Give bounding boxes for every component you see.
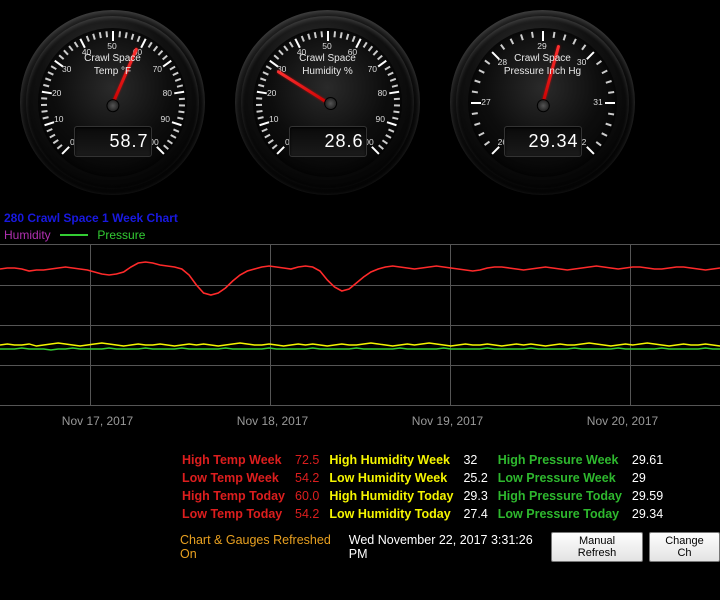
stats-table: High Temp Week72.5High Humidity Week32Hi… [180, 450, 673, 524]
stat-pres-value: 29.59 [632, 488, 671, 504]
change-chart-button[interactable]: Change Ch [649, 532, 720, 562]
legend-pressure-label: Pressure [97, 228, 145, 242]
gauge-temp: 0102030405060708090100 Crawl Space Temp … [20, 10, 205, 195]
stat-hum-label: High Humidity Today [329, 488, 461, 504]
stat-pres-value: 29.61 [632, 452, 671, 468]
manual-refresh-button[interactable]: Manual Refresh [551, 532, 643, 562]
week-chart [0, 244, 720, 406]
stat-hum-value: 29.3 [463, 488, 495, 504]
stat-pres-label: High Pressure Week [498, 452, 630, 468]
stat-temp-value: 72.5 [295, 452, 327, 468]
gauge-humidity-readout: 28.6 [289, 126, 367, 157]
stat-pres-value: 29.34 [632, 506, 671, 522]
gauge-temp-title: Crawl Space Temp °F [20, 52, 205, 78]
gauge-humidity: 0102030405060708090100 Crawl Space Humid… [235, 10, 420, 195]
stat-temp-value: 60.0 [295, 488, 327, 504]
refresh-time: Wed November 22, 2017 3:31:26 PM [349, 533, 545, 561]
stat-hum-label: High Humidity Week [329, 452, 461, 468]
stat-hum-label: Low Humidity Week [329, 470, 461, 486]
refresh-row: Chart & Gauges Refreshed On Wed November… [180, 532, 720, 562]
gauge-pressure-title: Crawl Space Pressure Inch Hg [450, 52, 635, 78]
gauge-temp-readout: 58.7 [74, 126, 152, 157]
stat-temp-value: 54.2 [295, 470, 327, 486]
refresh-label: Chart & Gauges Refreshed On [180, 533, 343, 561]
stat-temp-label: High Temp Today [182, 488, 293, 504]
gauge-row: 0102030405060708090100 Crawl Space Temp … [0, 0, 720, 205]
stat-hum-value: 25.2 [463, 470, 495, 486]
stat-pres-value: 29 [632, 470, 671, 486]
stat-hum-value: 32 [463, 452, 495, 468]
stat-hum-label: Low Humidity Today [329, 506, 461, 522]
legend-pressure-swatch [60, 234, 88, 236]
gauge-pressure-readout: 29.34 [504, 126, 582, 157]
stat-hum-value: 27.4 [463, 506, 495, 522]
stat-temp-label: Low Temp Today [182, 506, 293, 522]
gauge-pressure: 26272829303132 Crawl Space Pressure Inch… [450, 10, 635, 195]
chart-title: 280 Crawl Space 1 Week Chart [4, 211, 720, 225]
stat-temp-label: High Temp Week [182, 452, 293, 468]
stat-pres-label: Low Pressure Today [498, 506, 630, 522]
chart-x-axis: Nov 17, 2017Nov 18, 2017Nov 19, 2017Nov … [0, 414, 720, 428]
gauge-humidity-title: Crawl Space Humidity % [235, 52, 420, 78]
legend-humidity-label: Humidity [4, 228, 51, 242]
stat-temp-value: 54.2 [295, 506, 327, 522]
stat-pres-label: Low Pressure Week [498, 470, 630, 486]
stat-temp-label: Low Temp Week [182, 470, 293, 486]
chart-legend: Humidity Pressure [4, 227, 720, 242]
stat-pres-label: High Pressure Today [498, 488, 630, 504]
